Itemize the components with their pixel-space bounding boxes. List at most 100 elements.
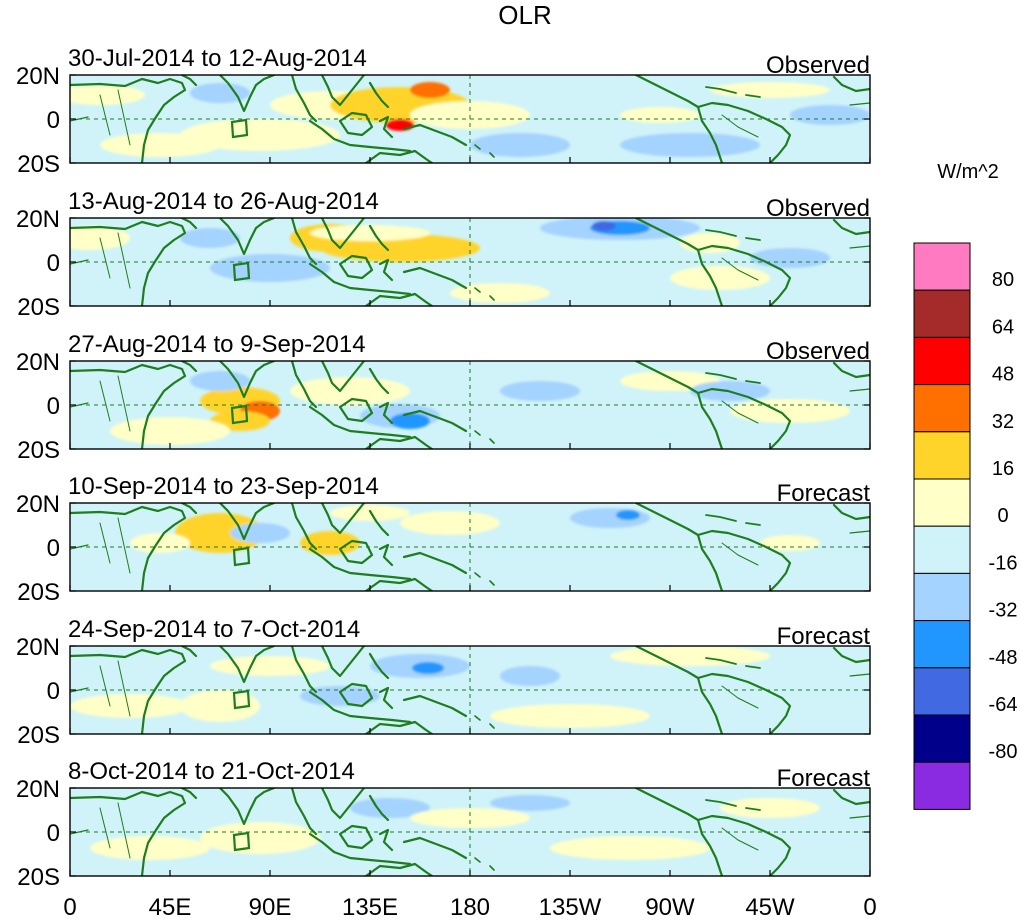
colorbar-swatch xyxy=(913,336,971,386)
longitude-label: 135W xyxy=(539,894,602,920)
anomaly-blob xyxy=(70,694,190,718)
longitude-label: 135E xyxy=(342,894,398,920)
anomaly-blob xyxy=(70,85,145,105)
colorbar-swatch xyxy=(913,384,971,433)
panel-period: 10-Sep-2014 to 23-Sep-2014 xyxy=(68,473,379,500)
colorbar-swatch xyxy=(913,761,971,810)
index-region-box xyxy=(230,118,249,139)
anomaly-blob xyxy=(720,798,820,818)
latitude-label: 20N xyxy=(16,206,60,233)
map-area xyxy=(69,502,871,592)
latitude-label: 20N xyxy=(16,349,60,376)
colorbar-level-label: -48 xyxy=(989,647,1018,669)
colorbar-swatch xyxy=(913,242,971,291)
longitude-label: 90W xyxy=(645,894,695,920)
anomaly-blob xyxy=(320,234,480,262)
anomaly-blob xyxy=(300,686,380,706)
colorbar-level-label: 32 xyxy=(992,411,1014,433)
panel-period: 24-Sep-2014 to 7-Oct-2014 xyxy=(68,616,360,643)
colorbar-swatch xyxy=(913,620,971,669)
anomaly-blob xyxy=(500,666,560,686)
longitude-axis-labels: 0 45E 90E 135E 180 135W 90W 45W 0 xyxy=(63,894,876,920)
longitude-label: 45E xyxy=(149,894,192,920)
anomaly-blob xyxy=(180,228,240,248)
colorbar-level-label: -32 xyxy=(989,600,1018,622)
map-area xyxy=(69,217,871,307)
anomaly-blob xyxy=(130,533,190,553)
colorbar-swatch xyxy=(913,667,971,716)
latitude-label: 20N xyxy=(16,776,60,803)
anomaly-blob xyxy=(450,283,550,303)
latitude-label: 20S xyxy=(17,294,60,321)
anomaly-blob xyxy=(210,656,330,676)
anomaly-blob xyxy=(70,226,130,250)
panel: 13-Aug-2014 to 26-Aug-2014 Observed20N020… xyxy=(16,188,871,321)
anomaly-blob xyxy=(180,119,340,151)
map-area xyxy=(69,787,871,877)
colorbar-level-label: -64 xyxy=(989,694,1018,716)
anomaly-blob xyxy=(200,822,320,854)
anomaly-blob xyxy=(180,690,260,722)
anomaly-blob xyxy=(610,646,770,666)
latitude-label: 0 xyxy=(47,535,60,562)
anomaly-blob xyxy=(710,82,830,98)
latitude-label: 20S xyxy=(17,151,60,178)
longitude-label: 180 xyxy=(450,894,490,920)
anomaly-blob xyxy=(90,836,210,860)
panels: 30-Jul-2014 to 12-Aug-2014 Observed20N020… xyxy=(16,45,871,891)
anomaly-blob xyxy=(412,662,444,674)
anomaly-blob xyxy=(110,417,230,445)
anomaly-blob xyxy=(616,510,640,520)
colorbar-swatch xyxy=(913,478,971,527)
anomaly-contours xyxy=(110,371,850,445)
colorbar-level-label: 16 xyxy=(992,458,1014,480)
panel-period: 8-Oct-2014 to 21-Oct-2014 xyxy=(68,758,355,785)
map-area xyxy=(69,74,871,164)
latitude-label: 0 xyxy=(47,107,60,134)
colorbar-swatches xyxy=(913,242,971,810)
latitude-label: 20S xyxy=(17,437,60,464)
index-region-box xyxy=(232,546,251,567)
longitude-label: 0 xyxy=(63,894,76,920)
colorbar-unit: W/m^2 xyxy=(937,161,999,183)
anomaly-blob xyxy=(490,704,650,728)
anomaly-blob xyxy=(620,371,720,391)
anomaly-blob xyxy=(390,413,430,429)
panel-period: 30-Jul-2014 to 12-Aug-2014 xyxy=(68,45,367,72)
anomaly-blob xyxy=(350,798,430,818)
latitude-label: 20S xyxy=(17,864,60,891)
anomaly-blob xyxy=(190,83,250,103)
anomaly-blob xyxy=(386,119,414,131)
index-region-box xyxy=(232,831,251,852)
colorbar-labels: 80 64 48 32 16 0 -16 -32 -48 -64 -80 xyxy=(989,269,1018,763)
panel: 10-Sep-2014 to 23-Sep-2014 Forecast20N020… xyxy=(16,473,871,606)
anomaly-contours xyxy=(90,795,820,860)
panel: 30-Jul-2014 to 12-Aug-2014 Observed20N020… xyxy=(16,45,871,178)
anomaly-blob xyxy=(550,836,710,860)
anomaly-blob xyxy=(410,82,450,98)
longitude-label: 45W xyxy=(745,894,795,920)
colorbar-level-label: -16 xyxy=(989,552,1018,574)
latitude-label: 0 xyxy=(47,393,60,420)
colorbar-level-label: 0 xyxy=(997,505,1008,527)
longitude-label: 0 xyxy=(863,894,876,920)
anomaly-blob xyxy=(175,513,265,553)
anomaly-blob xyxy=(210,254,330,282)
panel-period: 27-Aug-2014 to 9-Sep-2014 xyxy=(68,331,366,358)
anomaly-blob xyxy=(490,795,570,811)
anomaly-blob xyxy=(410,808,530,828)
latitude-label: 20N xyxy=(16,634,60,661)
anomaly-blob xyxy=(670,266,770,290)
colorbar-level-label: 48 xyxy=(992,364,1014,386)
index-region-box xyxy=(230,404,249,425)
anomaly-blob xyxy=(570,508,650,528)
anomaly-blob xyxy=(790,105,870,125)
anomaly-blob xyxy=(190,371,250,391)
colorbar: W/m^2 80 64 48 32 16 0 -16 -32 -48 -64 -80 xyxy=(913,161,1018,810)
colorbar-swatch xyxy=(913,289,971,338)
map-area xyxy=(69,645,871,735)
map-area xyxy=(69,360,871,450)
longitude-label: 90E xyxy=(249,894,292,920)
